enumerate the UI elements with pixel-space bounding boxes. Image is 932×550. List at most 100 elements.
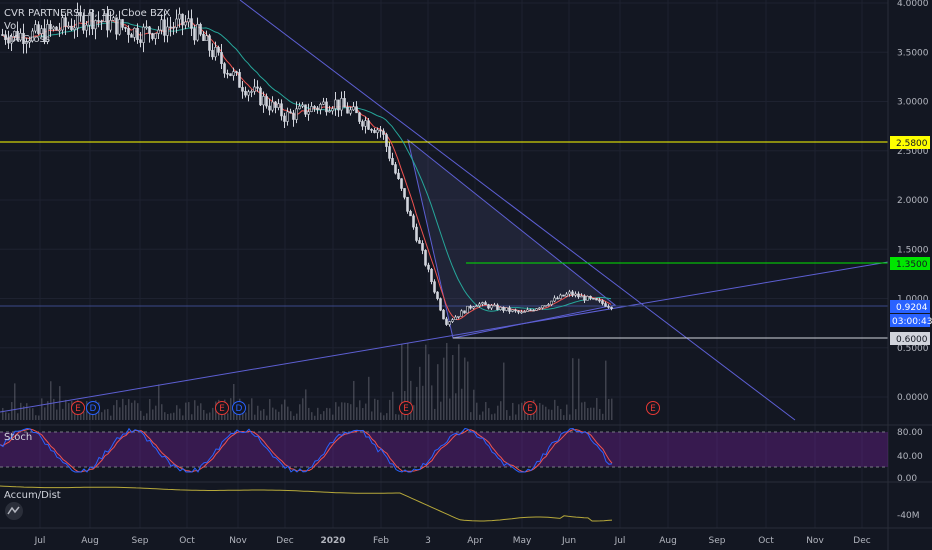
candle-body xyxy=(7,39,10,44)
candle-body xyxy=(331,108,334,112)
candle-body xyxy=(301,104,304,107)
candle-body xyxy=(103,13,106,22)
price-tick: 1.0000 xyxy=(897,295,929,305)
volume-bar xyxy=(269,399,271,420)
candle-body xyxy=(121,19,124,28)
candle-body xyxy=(166,26,169,36)
candle-body xyxy=(142,26,145,43)
candle-body xyxy=(454,316,457,320)
trendline-ascending[interactable] xyxy=(0,261,889,413)
candle-body xyxy=(487,304,490,309)
time-tick: Jul xyxy=(614,536,626,546)
candle-body xyxy=(415,226,418,241)
legend-title[interactable]: CVR PARTNERS LP, 1D, Cboe BZX xyxy=(4,8,171,19)
volume-bar xyxy=(596,398,598,420)
volume-bar xyxy=(518,404,520,420)
time-axis[interactable]: Jul Aug Sep Oct Nov Dec 2020 Feb 3 Apr May Jun Jul Au… xyxy=(34,536,871,546)
candle-body xyxy=(91,12,94,30)
accum-label[interactable]: Accum/Dist xyxy=(4,490,61,501)
candle-body xyxy=(22,32,25,44)
volume-bar xyxy=(434,408,436,420)
volume-bar xyxy=(314,415,316,420)
candle-body xyxy=(61,17,64,31)
volume-bar xyxy=(266,415,268,420)
candle-body xyxy=(28,40,31,43)
volume-bar xyxy=(2,407,4,420)
candle-body xyxy=(502,306,505,311)
volume-bar xyxy=(200,403,202,420)
candle-body xyxy=(478,303,481,307)
volume-bar xyxy=(455,393,457,420)
candle-body xyxy=(430,268,433,282)
volume-bar xyxy=(56,409,58,420)
candle-body xyxy=(118,19,121,35)
volume-bar xyxy=(578,358,580,420)
candle-body xyxy=(262,96,265,106)
event-marker xyxy=(232,401,246,415)
candle-body xyxy=(202,33,205,41)
volume-bar xyxy=(194,400,196,420)
time-tick: Nov xyxy=(229,536,247,546)
candle-body xyxy=(403,188,406,198)
candle-body xyxy=(172,26,175,29)
candle-body xyxy=(505,307,508,311)
time-tick: Apr xyxy=(467,536,483,546)
trendline-descending[interactable] xyxy=(239,0,796,421)
volume-bar xyxy=(353,380,355,420)
candle-body xyxy=(421,243,424,251)
stoch-label[interactable]: Stoch xyxy=(4,432,33,443)
tag-last-price-bg xyxy=(890,300,930,313)
time-tick: 3 xyxy=(425,536,431,546)
candle-body xyxy=(466,305,469,314)
time-tick: 2020 xyxy=(320,536,345,546)
volume-bar xyxy=(329,408,331,420)
event-label: E xyxy=(650,404,656,414)
volume-bar xyxy=(125,405,127,420)
volume-bar xyxy=(410,380,412,420)
volume-bar xyxy=(50,381,52,420)
candle-body xyxy=(463,310,466,314)
candle-body xyxy=(280,103,283,117)
volume-bar xyxy=(437,364,439,420)
volume-bar xyxy=(209,412,211,420)
volume-bar xyxy=(83,411,85,420)
candle-body xyxy=(577,293,580,298)
volume-bar xyxy=(23,406,25,420)
candle-body xyxy=(130,34,133,38)
candle-body xyxy=(532,309,535,312)
candle-body xyxy=(418,240,421,244)
candle-body xyxy=(163,19,166,36)
candle-body xyxy=(145,26,148,29)
candle-body xyxy=(592,297,595,300)
volume-bar xyxy=(563,415,565,420)
candle-body xyxy=(412,215,415,228)
volume-bar xyxy=(185,402,187,420)
candle-body xyxy=(10,36,13,44)
candle-body xyxy=(448,321,451,325)
candle-body xyxy=(175,18,178,28)
legend-ma-cross[interactable]: MA Cross xyxy=(4,34,51,45)
tag-level-mid-bg xyxy=(890,257,930,270)
candle-body xyxy=(436,291,439,299)
volume-bar xyxy=(470,412,472,420)
price-axis[interactable]: 4.0000 3.5000 3.0000 2.5000 2.0000 1.5000 1.00… xyxy=(897,0,929,403)
candle-body xyxy=(211,50,214,58)
event-marker xyxy=(215,401,229,415)
candle-body xyxy=(358,112,361,122)
candle-body xyxy=(493,304,496,307)
horizontal-grid xyxy=(0,2,888,398)
volume-bar xyxy=(116,400,118,420)
volume-bar xyxy=(383,415,385,420)
volume-bar xyxy=(53,398,55,420)
tag-countdown-bg xyxy=(890,314,930,327)
candle-body xyxy=(589,295,592,299)
legend-vol[interactable]: Vol xyxy=(4,21,19,32)
price-tick: 1.5000 xyxy=(897,245,929,255)
volume-bar xyxy=(446,343,448,420)
candle-body xyxy=(595,298,598,301)
candle-body xyxy=(361,121,364,127)
candle-body xyxy=(79,11,82,17)
volume-bar xyxy=(113,405,115,420)
candle-body xyxy=(325,101,328,113)
